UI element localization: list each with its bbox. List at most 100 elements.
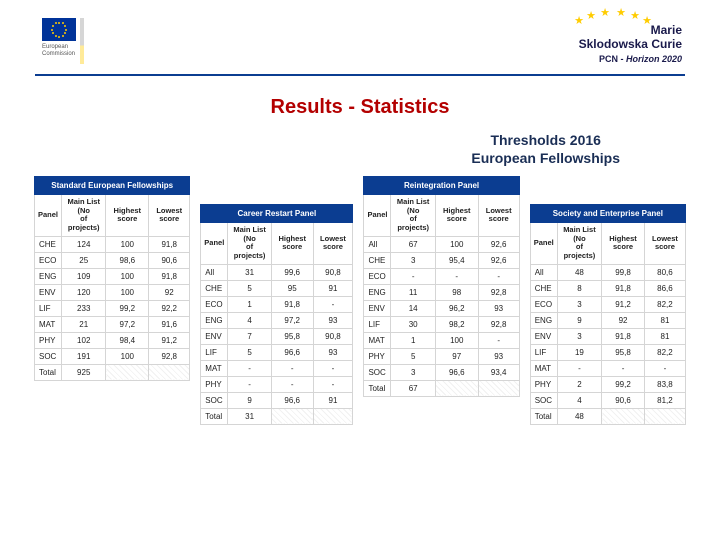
- cell: All: [201, 264, 228, 280]
- cell: All: [364, 236, 391, 252]
- table-row: CHE12410091,8: [35, 236, 190, 252]
- table-row: All6710092,6: [364, 236, 519, 252]
- cell: 100: [435, 332, 478, 348]
- cell: Total: [35, 364, 62, 380]
- cell: 67: [391, 236, 435, 252]
- cell: [602, 408, 645, 424]
- table-row: MAT1100-: [364, 332, 519, 348]
- cell: 5: [391, 348, 435, 364]
- table-row: ENG119892,8: [364, 284, 519, 300]
- cell: 93,4: [478, 364, 519, 380]
- cell: All: [530, 264, 557, 280]
- cell: MAT: [364, 332, 391, 348]
- column-header: Lowest score: [478, 195, 519, 237]
- cell: ENV: [35, 284, 62, 300]
- cell: LIF: [364, 316, 391, 332]
- cell: ENG: [364, 284, 391, 300]
- cell: 99,2: [602, 376, 645, 392]
- cell: 8: [557, 280, 601, 296]
- cell: 91,8: [271, 296, 313, 312]
- cell: 7: [228, 328, 272, 344]
- column-header: Highest score: [271, 223, 313, 265]
- cell: 90,8: [313, 328, 353, 344]
- cell: MAT: [35, 316, 62, 332]
- table-row: ENV391,881: [530, 328, 685, 344]
- cell: 98,6: [106, 252, 149, 268]
- column-header: Lowest score: [313, 223, 353, 265]
- cell: 21: [62, 316, 106, 332]
- cell: 30: [391, 316, 435, 332]
- cell: Total: [364, 380, 391, 396]
- eu-commission-text: EuropeanCommission: [42, 44, 112, 57]
- cell: 124: [62, 236, 106, 252]
- msca-brand: Horizon 2020: [626, 54, 682, 64]
- cell: 91,6: [149, 316, 190, 332]
- cell: Total: [201, 408, 228, 424]
- cell: 92,6: [478, 252, 519, 268]
- cell: 91,2: [149, 332, 190, 348]
- cell: 97,2: [271, 312, 313, 328]
- cell: 93: [313, 312, 353, 328]
- table-row: SOC396,693,4: [364, 364, 519, 380]
- cell: 92,6: [478, 236, 519, 252]
- cell: -: [435, 268, 478, 284]
- table-row: LIF596,693: [201, 344, 353, 360]
- cell: [106, 364, 149, 380]
- cell: [435, 380, 478, 396]
- cell: -: [644, 360, 685, 376]
- cell: 91,8: [602, 328, 645, 344]
- cell: 93: [313, 344, 353, 360]
- cell: 100: [106, 268, 149, 284]
- cell: 2: [557, 376, 601, 392]
- column-header: Panel: [364, 195, 391, 237]
- logo-divider: [80, 18, 84, 64]
- cell: 93: [478, 348, 519, 364]
- cell: SOC: [530, 392, 557, 408]
- tables-container: Standard European FellowshipsPanelMain L…: [34, 176, 686, 425]
- cell: 100: [106, 236, 149, 252]
- cell: CHE: [530, 280, 557, 296]
- cell: 48: [557, 264, 601, 280]
- table-row: LIF1995,882,2: [530, 344, 685, 360]
- cell: 81,2: [644, 392, 685, 408]
- table-row: PHY10298,491,2: [35, 332, 190, 348]
- cell: 92: [602, 312, 645, 328]
- table-row: ENG99281: [530, 312, 685, 328]
- cell: -: [478, 332, 519, 348]
- cell: 109: [62, 268, 106, 284]
- cell: MAT: [201, 360, 228, 376]
- cell: PHY: [364, 348, 391, 364]
- cell: 233: [62, 300, 106, 316]
- column-header: Lowest score: [644, 223, 685, 265]
- cell: 3: [391, 364, 435, 380]
- cell: 96,6: [435, 364, 478, 380]
- table-row: ENV1496,293: [364, 300, 519, 316]
- cell: 925: [62, 364, 106, 380]
- cell: CHE: [201, 280, 228, 296]
- column-header: Main List (Noof projects): [228, 223, 272, 265]
- table-total-row: Total67: [364, 380, 519, 396]
- cell: -: [313, 376, 353, 392]
- cell: ECO: [35, 252, 62, 268]
- cell: 92,8: [478, 316, 519, 332]
- panel-0: Standard European FellowshipsPanelMain L…: [34, 176, 190, 381]
- cell: 96,2: [435, 300, 478, 316]
- cell: CHE: [35, 236, 62, 252]
- cell: -: [228, 360, 272, 376]
- column-header: Lowest score: [149, 195, 190, 237]
- cell: 92,2: [149, 300, 190, 316]
- table-row: All4899,880,6: [530, 264, 685, 280]
- cell: 82,2: [644, 344, 685, 360]
- cell: 14: [391, 300, 435, 316]
- cell: 31: [228, 408, 272, 424]
- cell: 91,2: [602, 296, 645, 312]
- table-caption: Society and Enterprise Panel: [530, 205, 685, 223]
- cell: 96,6: [271, 344, 313, 360]
- table-total-row: Total925: [35, 364, 190, 380]
- cell: 99,6: [271, 264, 313, 280]
- cell: -: [313, 296, 353, 312]
- msca-subtitle: PCN - Horizon 2020: [522, 54, 682, 64]
- table-row: MAT2197,291,6: [35, 316, 190, 332]
- cell: ENG: [201, 312, 228, 328]
- cell: 92,8: [478, 284, 519, 300]
